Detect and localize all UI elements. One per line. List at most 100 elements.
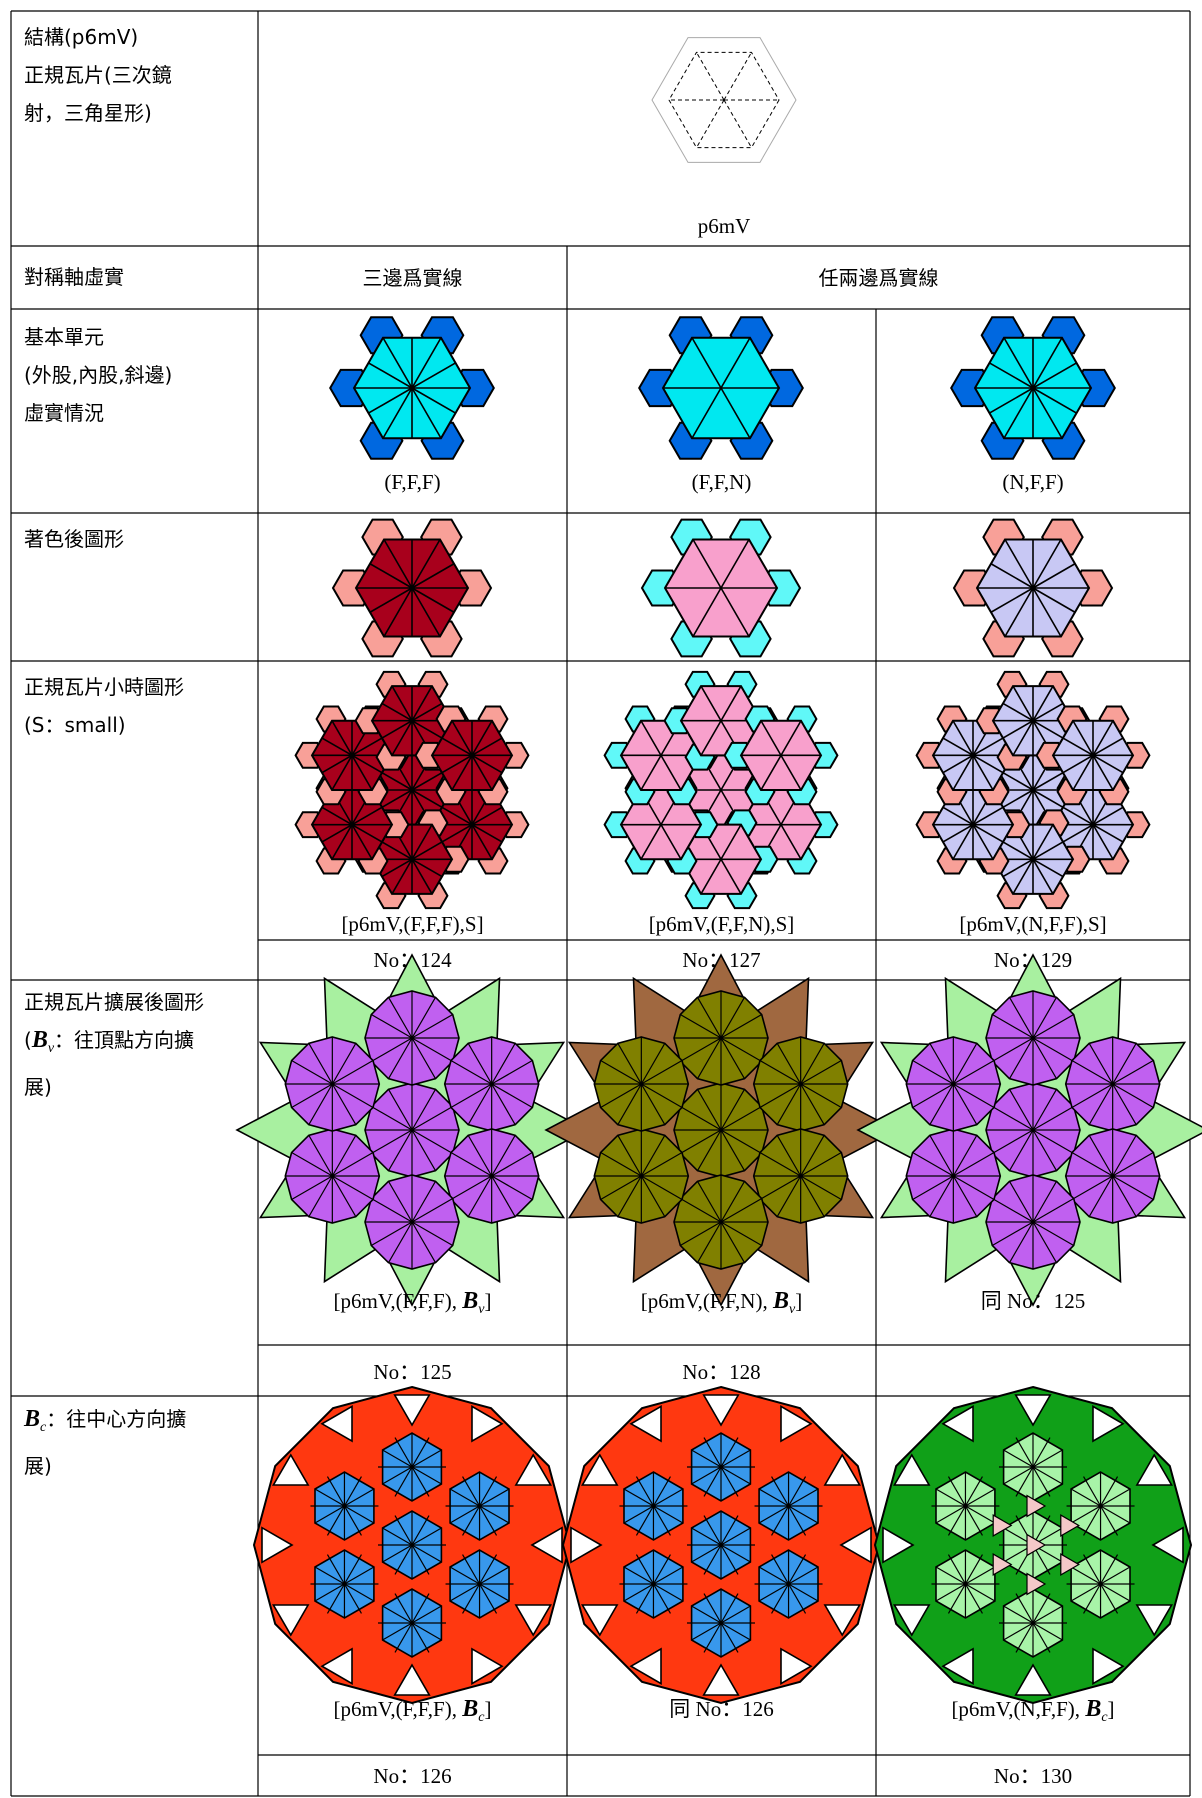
tile-edge xyxy=(1003,387,1034,439)
row-label: 正規瓦片小時圖形 (S：small) xyxy=(24,668,209,744)
tile-edge xyxy=(696,1180,722,1223)
tile-edge xyxy=(1112,1083,1154,1109)
text-part: [p6mV,(F,F,N),S] xyxy=(648,912,795,936)
tile-edge xyxy=(1032,587,1062,637)
tile-edge xyxy=(1072,754,1094,791)
tile-edge xyxy=(965,1566,996,1585)
tile-edge xyxy=(800,1042,825,1085)
tile-edge xyxy=(394,1593,413,1624)
tile-edge xyxy=(952,1083,978,1126)
tile-edge xyxy=(912,1059,954,1085)
tile-edge xyxy=(1100,1505,1131,1524)
tile-edge xyxy=(370,1013,413,1039)
tile xyxy=(780,1405,813,1443)
tile-edge xyxy=(720,1544,751,1563)
figure-caption: [p6mV,(N,F,F),S] xyxy=(876,910,1190,938)
tile-edge xyxy=(942,737,974,757)
tile-edge xyxy=(1088,1175,1114,1218)
tile-edge xyxy=(411,1037,437,1080)
tile-edge xyxy=(411,1544,442,1563)
tile-edge xyxy=(1083,1476,1102,1507)
tile-edge xyxy=(720,1221,746,1264)
tile-edge xyxy=(991,1105,1034,1131)
tile xyxy=(320,1405,353,1443)
tile-edge xyxy=(321,737,353,757)
tile-edge xyxy=(635,1554,654,1585)
tile-edge xyxy=(450,1151,492,1177)
tile-edge xyxy=(1083,1554,1102,1585)
tile-edge xyxy=(411,1466,442,1485)
tile-edge xyxy=(1062,806,1094,826)
text-part: [p6mV,(N,F,F),S] xyxy=(959,912,1107,936)
tile-edge xyxy=(758,1566,789,1585)
tile-edge xyxy=(990,587,1034,613)
tile-edge xyxy=(1002,841,1034,860)
tile-edge xyxy=(964,1476,983,1507)
text-part: 基本單元 xyxy=(24,325,104,349)
tile-edge xyxy=(1083,1583,1102,1614)
text-part: No：129 xyxy=(993,948,1073,972)
tile-edge xyxy=(411,685,433,722)
tile-edge xyxy=(1032,1605,1063,1624)
text-part: ：往中心方向擴展) xyxy=(24,1407,187,1478)
tile-edge xyxy=(332,1083,374,1109)
tile-edge xyxy=(635,1505,654,1536)
tile-edge xyxy=(600,1175,642,1201)
tile-edge xyxy=(964,1554,983,1585)
tile-edge xyxy=(411,1197,454,1223)
tile-edge xyxy=(617,1175,642,1218)
tile-edge xyxy=(953,1151,995,1177)
tile-edge xyxy=(387,1037,413,1080)
row-label: 著色後圖形 xyxy=(24,520,209,558)
tile-edge xyxy=(332,1059,374,1085)
tile-edge xyxy=(1032,1180,1058,1223)
text-part: [p6mV,(F,F,F), xyxy=(333,1697,463,1721)
tile-edge xyxy=(1008,1180,1034,1223)
tile-edge xyxy=(696,996,722,1039)
tile-edge xyxy=(800,1083,825,1126)
tile xyxy=(1026,1533,1047,1557)
tile-edge xyxy=(308,1134,333,1177)
text-part: [p6mV,(F,F,N), xyxy=(640,1289,773,1313)
tile-edge xyxy=(491,1151,533,1177)
tile-edge xyxy=(972,754,1004,774)
figure-caption: [p6mV,(N,F,F), Bc] xyxy=(876,1695,1190,1732)
tile xyxy=(823,1604,861,1637)
tile-edge xyxy=(696,1221,722,1264)
tile-edge xyxy=(947,1554,966,1585)
label-line: (Bv：往頂點方向擴展) xyxy=(24,1021,209,1106)
tile-edge xyxy=(1072,720,1094,756)
tile xyxy=(514,1453,552,1486)
tile-edge xyxy=(1008,1088,1034,1131)
row-label: 基本單元 (外股,內股,斜邊) 虛實情況 xyxy=(24,318,209,432)
tile-edge xyxy=(1032,1221,1058,1264)
tile-edge xyxy=(1032,563,1076,589)
tile-edge xyxy=(1100,1554,1119,1585)
tile-edge xyxy=(691,1527,722,1546)
tile-edge xyxy=(720,387,751,439)
tile-edge xyxy=(617,1083,642,1126)
tile-edge xyxy=(411,337,442,389)
tile-edge xyxy=(720,858,742,895)
tile xyxy=(1026,1572,1047,1596)
tile-edge xyxy=(679,1129,722,1155)
tile-edge xyxy=(411,771,443,791)
tile xyxy=(1060,1553,1080,1576)
figure-caption: [p6mV,(F,F,F), Bc] xyxy=(258,1695,567,1732)
tile-edge xyxy=(411,841,443,860)
tile xyxy=(471,1405,504,1443)
tile-edge xyxy=(351,824,373,860)
tile-edge xyxy=(1032,1037,1075,1063)
tile-edge xyxy=(471,824,493,860)
tile-edge xyxy=(1092,754,1124,774)
tile-edge xyxy=(691,387,722,439)
tile-edge xyxy=(1032,387,1063,439)
text-part: c xyxy=(40,1420,47,1435)
tile xyxy=(702,1394,740,1427)
tile-edge xyxy=(326,1583,345,1614)
tile-edge xyxy=(411,1527,442,1546)
tile-edge xyxy=(964,1583,983,1614)
tile-edge xyxy=(1002,702,1034,722)
tile-edge xyxy=(1100,1583,1131,1602)
tile-edge xyxy=(1071,1151,1113,1177)
